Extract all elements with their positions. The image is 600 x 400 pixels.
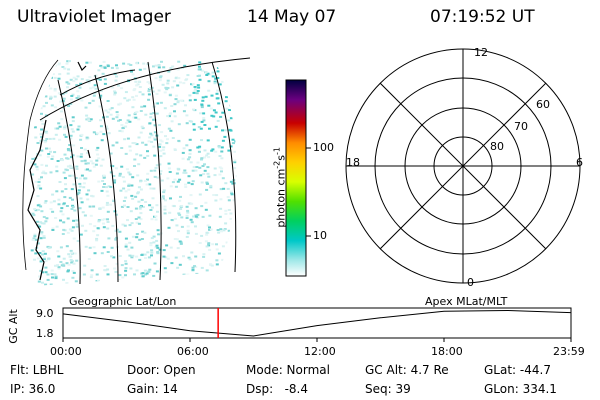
timeline-frame (62, 307, 572, 339)
mlt-label-0: 0 (467, 276, 474, 289)
instrument-title: Ultraviolet Imager (17, 7, 171, 27)
y-min-label: 1.8 (36, 327, 54, 340)
x-tick-1200: 12:00 (304, 345, 336, 358)
x-tick-1800: 18:00 (431, 345, 463, 358)
colorbar-tick-10: 10 (313, 229, 327, 242)
color-scale-bar (285, 79, 311, 277)
date-label: 14 May 07 (247, 7, 337, 27)
y-max-label: 9.0 (36, 307, 54, 320)
mlt-label-18: 18 (346, 156, 360, 169)
polar-diagonal-2 (379, 82, 547, 250)
x-tick-0600: 06:00 (177, 345, 209, 358)
ip-info: IP: 36.0 (10, 382, 56, 396)
x-tick-0000: 00:00 (50, 345, 82, 358)
dsp-info: Dsp: -8.4 (246, 382, 309, 396)
mlat-label-70: 70 (514, 120, 528, 133)
filter-info: Flt: LBHL (10, 363, 64, 377)
glon-info: GLon: 334.1 (484, 382, 557, 396)
seq-info: Seq: 39 (365, 382, 411, 396)
mode-info: Mode: Normal (246, 363, 330, 377)
geo-grid-lines (39, 57, 251, 285)
door-info: Door: Open (127, 363, 196, 377)
coastline (27, 61, 91, 281)
mlt-label-6: 6 (576, 156, 583, 169)
limb-edge (22, 59, 59, 271)
mlt-label-12: 12 (474, 46, 488, 59)
mlat-label-80: 80 (490, 140, 504, 153)
x-tick-2359: 23:59 (553, 345, 585, 358)
geographic-label: Geographic Lat/Lon (69, 295, 177, 308)
gc-alt-info: GC Alt: 4.7 Re (365, 363, 449, 377)
timeline-ticks (62, 338, 572, 342)
colorbar-tick-100: 100 (313, 141, 334, 154)
glat-info: GLat: -44.7 (484, 363, 551, 377)
mlat-label-60: 60 (536, 98, 550, 111)
time-label: 07:19:52 UT (430, 7, 535, 27)
altitude-curve (62, 309, 571, 337)
apex-label: Apex MLat/MLT (425, 295, 508, 308)
gain-info: Gain: 14 (127, 382, 178, 396)
